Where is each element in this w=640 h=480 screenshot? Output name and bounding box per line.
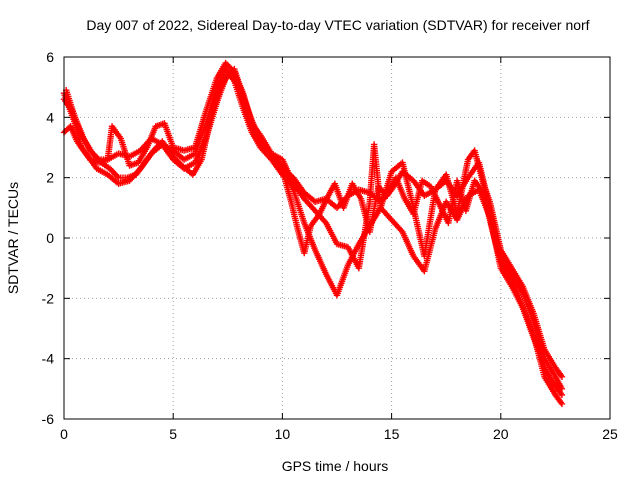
x-tick-label: 10 xyxy=(275,426,291,442)
x-tick-label: 25 xyxy=(602,426,618,442)
y-tick-label: -6 xyxy=(42,411,55,427)
x-tick-label: 5 xyxy=(169,426,177,442)
chart-title: Day 007 of 2022, Sidereal Day-to-day VTE… xyxy=(86,17,589,33)
y-tick-label: 6 xyxy=(46,49,54,65)
axis-ticks: 0 5 10 15 20 25 -6 -4 -2 0 2 4 6 xyxy=(42,49,618,442)
data-series xyxy=(60,59,566,408)
y-tick-label: -2 xyxy=(42,290,55,306)
y-tick-label: -4 xyxy=(42,351,55,367)
x-tick-label: 0 xyxy=(60,426,68,442)
series-trace-d xyxy=(62,71,566,399)
data-point xyxy=(558,373,566,380)
y-tick-label: 4 xyxy=(46,109,54,125)
x-axis-label: GPS time / hours xyxy=(282,458,389,474)
y-tick-label: 2 xyxy=(46,170,54,186)
x-tick-label: 20 xyxy=(493,426,509,442)
y-tick-label: 0 xyxy=(46,230,54,246)
x-tick-label: 15 xyxy=(384,426,400,442)
data-point xyxy=(558,391,566,399)
y-axis-label: SDTVAR / TECUs xyxy=(5,182,21,294)
data-point xyxy=(558,400,566,408)
